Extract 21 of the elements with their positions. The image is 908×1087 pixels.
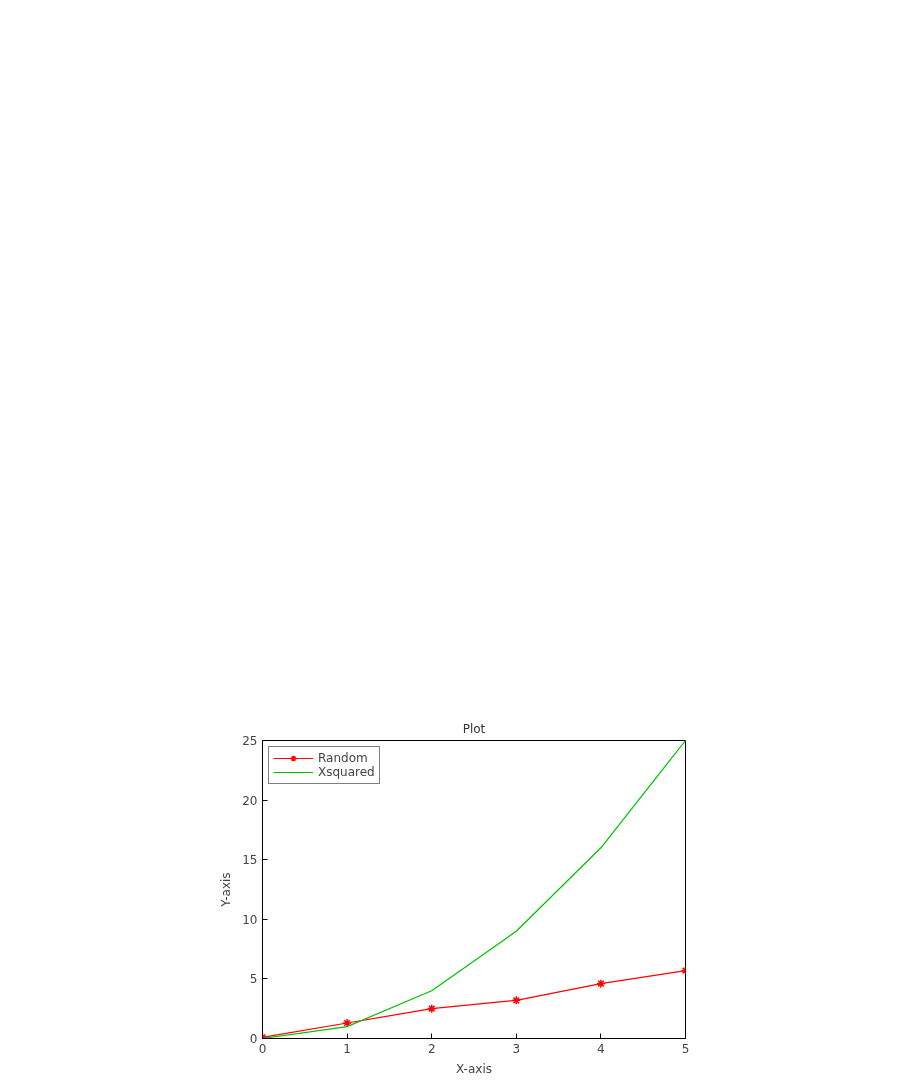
x-tick-label: 1 (343, 1041, 351, 1056)
point (596, 978, 606, 989)
y-tick-label: 5 (249, 972, 258, 987)
y-tick-label: 20 (242, 793, 258, 808)
y-axis-title: Y-axis (219, 872, 234, 908)
point (426, 1003, 437, 1014)
legend-label: Xsquared (318, 765, 375, 779)
point (342, 1018, 352, 1028)
line-series (262, 740, 686, 1039)
y-tick-label: 25 (242, 734, 258, 748)
x-tick-label: 2 (427, 1041, 436, 1056)
y-tick-label: 15 (242, 853, 258, 868)
x-tick-label: 4 (597, 1041, 605, 1056)
x-axis-title: X-axis (456, 1061, 492, 1076)
y-tick-label: 10 (242, 912, 258, 927)
point (511, 995, 522, 1006)
x-tick-label: 5 (681, 1041, 690, 1056)
legend-label: Random (318, 751, 368, 765)
chart-title: Plot (462, 721, 486, 736)
y-tick-label: 0 (249, 1032, 258, 1046)
x-tick-label: 3 (512, 1041, 521, 1056)
